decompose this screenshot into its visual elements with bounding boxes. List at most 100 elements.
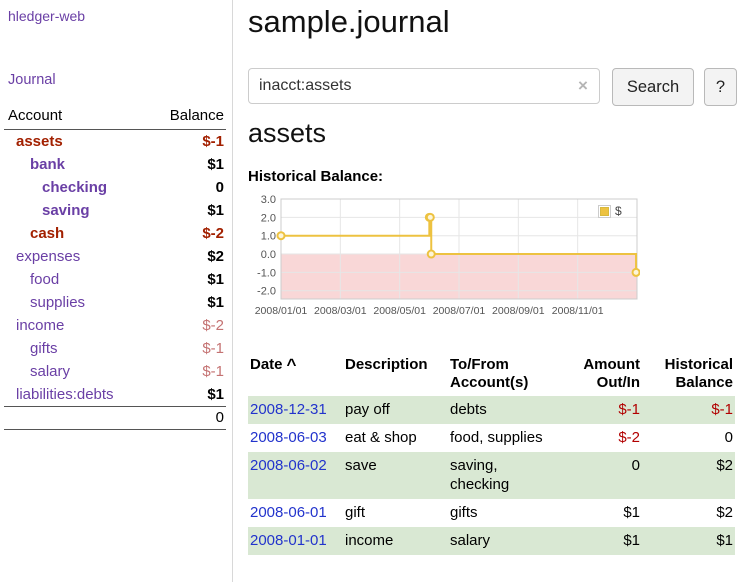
transaction-amount: $1: [623, 504, 640, 521]
register-row: 2008-06-02 save saving, checking 0 $2: [248, 452, 735, 499]
register-col-description: Description: [345, 356, 428, 373]
register-row: 2008-01-01 income salary $1 $1: [248, 527, 735, 555]
register-col-date[interactable]: Date ^: [250, 355, 297, 374]
svg-text:2008/01/01: 2008/01/01: [255, 305, 308, 317]
account-balance: $1: [207, 202, 224, 219]
register-row: 2008-06-03 eat & shop food, supplies $-2…: [248, 424, 735, 452]
legend-label: $: [615, 204, 622, 218]
account-row: salary $-1: [4, 360, 226, 383]
transaction-description: eat & shop: [345, 429, 417, 446]
transaction-date-link[interactable]: 2008-06-01: [250, 504, 327, 521]
svg-text:2008/09/01: 2008/09/01: [492, 305, 545, 317]
transaction-amount: $1: [623, 532, 640, 549]
account-link-expenses[interactable]: expenses: [16, 248, 81, 265]
account-balance: $1: [207, 294, 224, 311]
account-link-assets[interactable]: assets: [16, 133, 63, 150]
register-row: 2008-06-01 gift gifts $1 $2: [248, 499, 735, 527]
account-link-income[interactable]: income: [16, 317, 65, 334]
account-balance: $1: [207, 156, 224, 173]
transaction-amount: $-1: [618, 401, 640, 418]
balance-chart: 3.0 2.0 1.0 0.0 -1.0 -2.0 2008/01/01 2008/03/01…: [248, 194, 641, 334]
account-link-cash[interactable]: cash: [30, 225, 65, 242]
transaction-balance: $1: [716, 532, 733, 549]
search-input[interactable]: [248, 68, 600, 104]
account-balance: $-1: [202, 133, 224, 150]
clear-search-icon[interactable]: ×: [578, 76, 588, 95]
sidebar: hledger-web Journal Account Balance asse…: [0, 0, 233, 582]
chart-title: Historical Balance:: [248, 168, 384, 185]
register-col-accounts: To/From Account(s): [450, 356, 529, 391]
transaction-accounts: saving, checking: [450, 457, 510, 493]
transaction-accounts: gifts: [450, 504, 478, 521]
chart-legend: $: [598, 204, 622, 218]
transaction-date-link[interactable]: 2008-06-03: [250, 429, 327, 446]
transaction-balance: $-1: [711, 401, 733, 418]
account-link-liabilities-debts[interactable]: liabilities:debts: [16, 386, 114, 403]
transaction-accounts: food, supplies: [450, 429, 543, 446]
account-row: supplies $1: [4, 291, 226, 314]
svg-text:3.0: 3.0: [261, 194, 276, 206]
account-link-gifts[interactable]: gifts: [30, 340, 58, 357]
transaction-date-link[interactable]: 2008-12-31: [250, 401, 327, 418]
page-title: sample.journal: [248, 4, 450, 39]
chart-canvas: 3.0 2.0 1.0 0.0 -1.0 -2.0 2008/01/01 2008/03/01…: [255, 194, 641, 317]
account-balance: $-1: [202, 363, 224, 380]
transaction-date-link[interactable]: 2008-01-01: [250, 532, 327, 549]
accounts-col-balance: Balance: [169, 107, 224, 124]
search-button[interactable]: Search: [612, 68, 694, 106]
account-row: food $1: [4, 268, 226, 291]
account-heading: assets: [248, 118, 327, 148]
account-row: checking 0: [4, 176, 226, 199]
account-link-salary[interactable]: salary: [30, 363, 71, 380]
account-row: bank $1: [4, 153, 226, 176]
account-row: expenses $2: [4, 245, 226, 268]
accounts-total-value: 0: [215, 409, 224, 426]
transaction-amount: $-2: [618, 429, 640, 446]
register-row: 2008-12-31 pay off debts $-1 $-1: [248, 396, 735, 424]
sidebar-item-journal[interactable]: Journal: [8, 72, 56, 88]
account-link-food[interactable]: food: [30, 271, 60, 288]
account-row: liabilities:debts $1: [4, 383, 226, 406]
app-title-link[interactable]: hledger-web: [8, 8, 86, 24]
accounts-table-header: Account Balance: [4, 104, 226, 130]
transaction-accounts: salary: [450, 532, 491, 549]
account-row: gifts $-1: [4, 337, 226, 360]
account-balance: $1: [207, 386, 224, 403]
transaction-description: income: [345, 532, 394, 549]
transaction-balance: $2: [716, 504, 733, 521]
register-col-amount: Amount Out/In: [583, 356, 640, 391]
transaction-description: pay off: [345, 401, 390, 418]
register-header-row: Date ^ Description To/From Account(s) Amo…: [248, 356, 735, 392]
account-link-bank[interactable]: bank: [30, 156, 66, 173]
account-row: saving $1: [4, 199, 226, 222]
svg-text:2.0: 2.0: [261, 212, 276, 224]
transaction-description: gift: [345, 504, 366, 521]
svg-text:0.0: 0.0: [261, 249, 276, 261]
register-table: Date ^ Description To/From Account(s) Amo…: [248, 356, 735, 555]
svg-text:-2.0: -2.0: [257, 286, 276, 298]
svg-text:-1.0: -1.0: [257, 267, 276, 279]
account-link-saving[interactable]: saving: [42, 202, 90, 219]
accounts-total-row: 0: [4, 406, 226, 430]
account-link-supplies[interactable]: supplies: [30, 294, 86, 311]
transaction-accounts: debts: [450, 401, 487, 418]
account-balance: $1: [207, 271, 224, 288]
transaction-balance: 0: [724, 429, 733, 446]
account-link-checking[interactable]: checking: [42, 179, 108, 196]
accounts-table: Account Balance assets $-1 bank $1 check…: [4, 104, 226, 430]
account-balance: $2: [207, 248, 224, 265]
register-col-balance: Historical Balance: [664, 356, 733, 391]
sort-ascending-icon: ^: [286, 355, 297, 374]
legend-swatch-icon: [598, 204, 611, 218]
account-balance: $-2: [202, 317, 224, 334]
transaction-description: save: [345, 457, 377, 474]
svg-text:2008/03/01: 2008/03/01: [314, 305, 367, 317]
help-button[interactable]: ?: [704, 68, 737, 106]
account-balance: 0: [215, 179, 224, 196]
transaction-amount: 0: [631, 457, 640, 474]
transaction-date-link[interactable]: 2008-06-02: [250, 457, 327, 474]
transaction-balance: $2: [716, 457, 733, 474]
svg-text:1.0: 1.0: [261, 231, 276, 243]
svg-text:2008/11/01: 2008/11/01: [552, 305, 604, 317]
svg-text:2008/07/01: 2008/07/01: [433, 305, 486, 317]
